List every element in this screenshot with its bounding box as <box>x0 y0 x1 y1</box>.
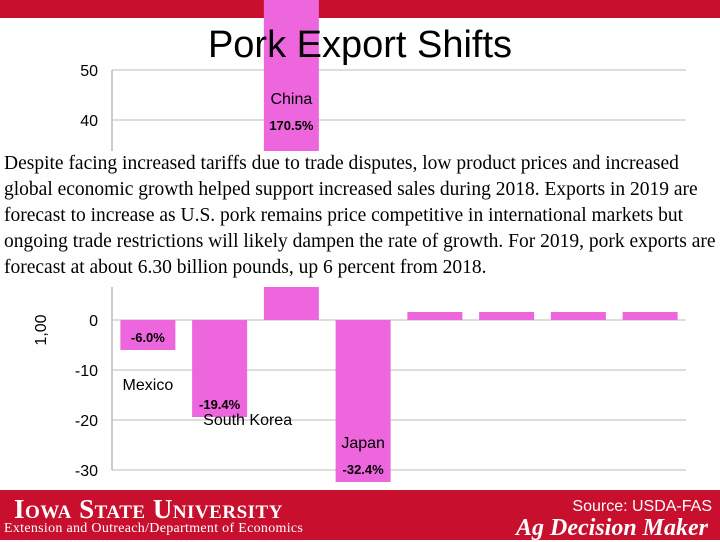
footer-bar: Iowa State University Extension and Outr… <box>0 490 720 541</box>
y-tick-label: -20 <box>75 413 98 430</box>
bar-unlabeled-4 <box>407 312 463 320</box>
bar-unlabeled-7 <box>622 312 678 320</box>
y-axis-label: 1,00 <box>33 314 50 345</box>
slide-title: Pork Export Shifts <box>207 24 513 66</box>
department-line: Extension and Outreach/Department of Eco… <box>4 521 304 536</box>
category-label: South Korea <box>203 412 292 429</box>
category-label: Mexico <box>123 377 174 394</box>
data-label: -6.0% <box>131 330 165 345</box>
bar-japan <box>335 320 391 482</box>
y-tick-label: 50 <box>80 63 98 80</box>
data-label: -32.4% <box>343 462 385 477</box>
body-paragraph: Despite facing increased tariffs due to … <box>4 151 716 287</box>
category-label: China <box>270 91 312 108</box>
y-tick-label: -30 <box>75 463 98 480</box>
y-tick-label: -10 <box>75 363 98 380</box>
university-logo: Iowa State University <box>14 494 283 524</box>
bar-unlabeled-5 <box>479 312 535 320</box>
bar-unlabeled-6 <box>550 312 606 320</box>
top-accent-bar <box>0 0 720 18</box>
data-label: -19.4% <box>199 397 241 412</box>
source-note: Source: USDA-FAS <box>572 498 712 515</box>
y-tick-label: 0 <box>89 313 98 330</box>
data-label: 170.5% <box>269 118 314 133</box>
y-tick-label: 40 <box>80 113 98 130</box>
category-label: Japan <box>341 435 385 452</box>
bar-south-korea <box>192 320 248 417</box>
bar-mexico <box>120 320 176 350</box>
brand-logo: Ag Decision Maker <box>516 515 708 541</box>
